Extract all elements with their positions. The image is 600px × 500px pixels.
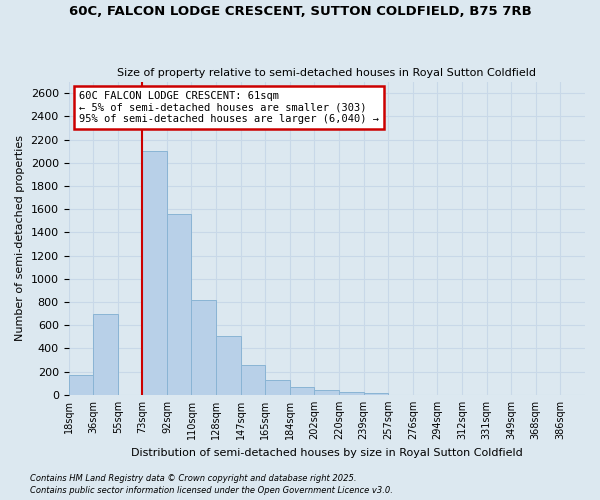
Bar: [167, 214, 191, 395]
Bar: [68, 375, 93, 395]
X-axis label: Distribution of semi-detached houses by size in Royal Sutton Coldfield: Distribution of semi-detached houses by …: [131, 448, 523, 458]
Bar: [93, 314, 118, 395]
Bar: [339, 392, 364, 395]
Bar: [216, 336, 241, 395]
Bar: [290, 386, 314, 395]
Bar: [191, 300, 216, 395]
Bar: [265, 380, 290, 395]
Text: 60C FALCON LODGE CRESCENT: 61sqm
← 5% of semi-detached houses are smaller (303)
: 60C FALCON LODGE CRESCENT: 61sqm ← 5% of…: [79, 91, 379, 124]
Y-axis label: Number of semi-detached properties: Number of semi-detached properties: [15, 135, 25, 341]
Bar: [314, 390, 339, 395]
Text: 60C, FALCON LODGE CRESCENT, SUTTON COLDFIELD, B75 7RB: 60C, FALCON LODGE CRESCENT, SUTTON COLDF…: [68, 5, 532, 18]
Bar: [142, 151, 167, 395]
Bar: [241, 365, 265, 395]
Title: Size of property relative to semi-detached houses in Royal Sutton Coldfield: Size of property relative to semi-detach…: [117, 68, 536, 78]
Bar: [364, 393, 388, 395]
Text: Contains HM Land Registry data © Crown copyright and database right 2025.
Contai: Contains HM Land Registry data © Crown c…: [30, 474, 393, 495]
